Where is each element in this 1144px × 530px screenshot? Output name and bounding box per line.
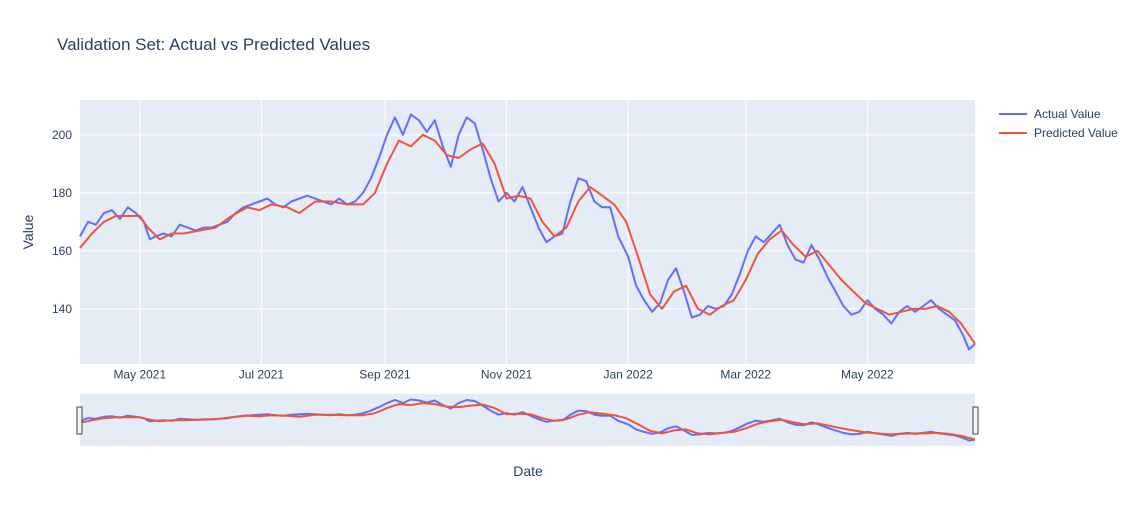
chart-title: Validation Set: Actual vs Predicted Valu… xyxy=(57,35,370,54)
x-axis-title: Date xyxy=(513,463,543,479)
legend: Actual Value Predicted Value xyxy=(999,107,1118,140)
range-slider-handle-right[interactable] xyxy=(972,406,979,435)
range-slider-handle-left[interactable] xyxy=(76,406,83,435)
x-tick-label: Mar 2022 xyxy=(720,368,771,382)
legend-label: Predicted Value xyxy=(1034,126,1118,140)
y-axis-title: Value xyxy=(20,214,36,249)
plot-area[interactable] xyxy=(80,100,975,364)
x-tick-label: Jul 2021 xyxy=(239,368,285,382)
x-tick-label: May 2022 xyxy=(841,368,894,382)
y-tick-label: 160 xyxy=(52,244,72,258)
series-layer xyxy=(79,113,976,351)
range-slider-background[interactable] xyxy=(80,394,975,446)
x-tick-label: Jan 2022 xyxy=(603,368,653,382)
x-tick-label: Nov 2021 xyxy=(481,368,533,382)
tick-layer: 140 160 180 200 May 2021 Jul 2021 Sep 2021 Nov … xyxy=(52,128,894,382)
series-line-predicted[interactable] xyxy=(79,133,976,345)
y-tick-label: 180 xyxy=(52,186,72,200)
y-tick-label: 200 xyxy=(52,128,72,142)
legend-item-predicted[interactable]: Predicted Value xyxy=(999,126,1118,140)
legend-label: Actual Value xyxy=(1034,107,1101,121)
slider-line-predicted xyxy=(79,402,976,441)
slider-layer xyxy=(79,398,976,442)
x-tick-label: Sep 2021 xyxy=(359,368,411,382)
legend-item-actual[interactable]: Actual Value xyxy=(999,107,1101,121)
y-tick-label: 140 xyxy=(52,302,72,316)
x-tick-label: May 2021 xyxy=(113,368,166,382)
grid-layer xyxy=(80,100,975,364)
